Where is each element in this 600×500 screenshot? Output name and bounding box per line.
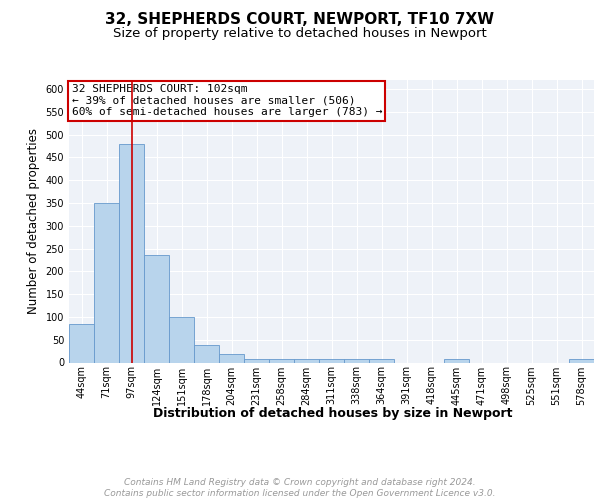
Bar xyxy=(444,359,469,362)
Bar xyxy=(319,359,344,362)
Text: Contains HM Land Registry data © Crown copyright and database right 2024.
Contai: Contains HM Land Registry data © Crown c… xyxy=(104,478,496,498)
Bar xyxy=(344,359,369,362)
Bar xyxy=(219,354,244,362)
Bar xyxy=(244,359,269,362)
Bar xyxy=(69,324,94,362)
Text: Size of property relative to detached houses in Newport: Size of property relative to detached ho… xyxy=(113,28,487,40)
Bar xyxy=(94,203,119,362)
Bar xyxy=(144,256,169,362)
Bar xyxy=(569,359,594,362)
Text: 32, SHEPHERDS COURT, NEWPORT, TF10 7XW: 32, SHEPHERDS COURT, NEWPORT, TF10 7XW xyxy=(106,12,494,28)
Bar xyxy=(369,359,394,362)
Text: 32 SHEPHERDS COURT: 102sqm
← 39% of detached houses are smaller (506)
60% of sem: 32 SHEPHERDS COURT: 102sqm ← 39% of deta… xyxy=(71,84,382,117)
Bar xyxy=(269,359,294,362)
Bar xyxy=(194,345,219,362)
Bar xyxy=(169,317,194,362)
Bar xyxy=(294,359,319,362)
Bar xyxy=(119,144,144,362)
Y-axis label: Number of detached properties: Number of detached properties xyxy=(27,128,40,314)
Text: Distribution of detached houses by size in Newport: Distribution of detached houses by size … xyxy=(153,408,513,420)
